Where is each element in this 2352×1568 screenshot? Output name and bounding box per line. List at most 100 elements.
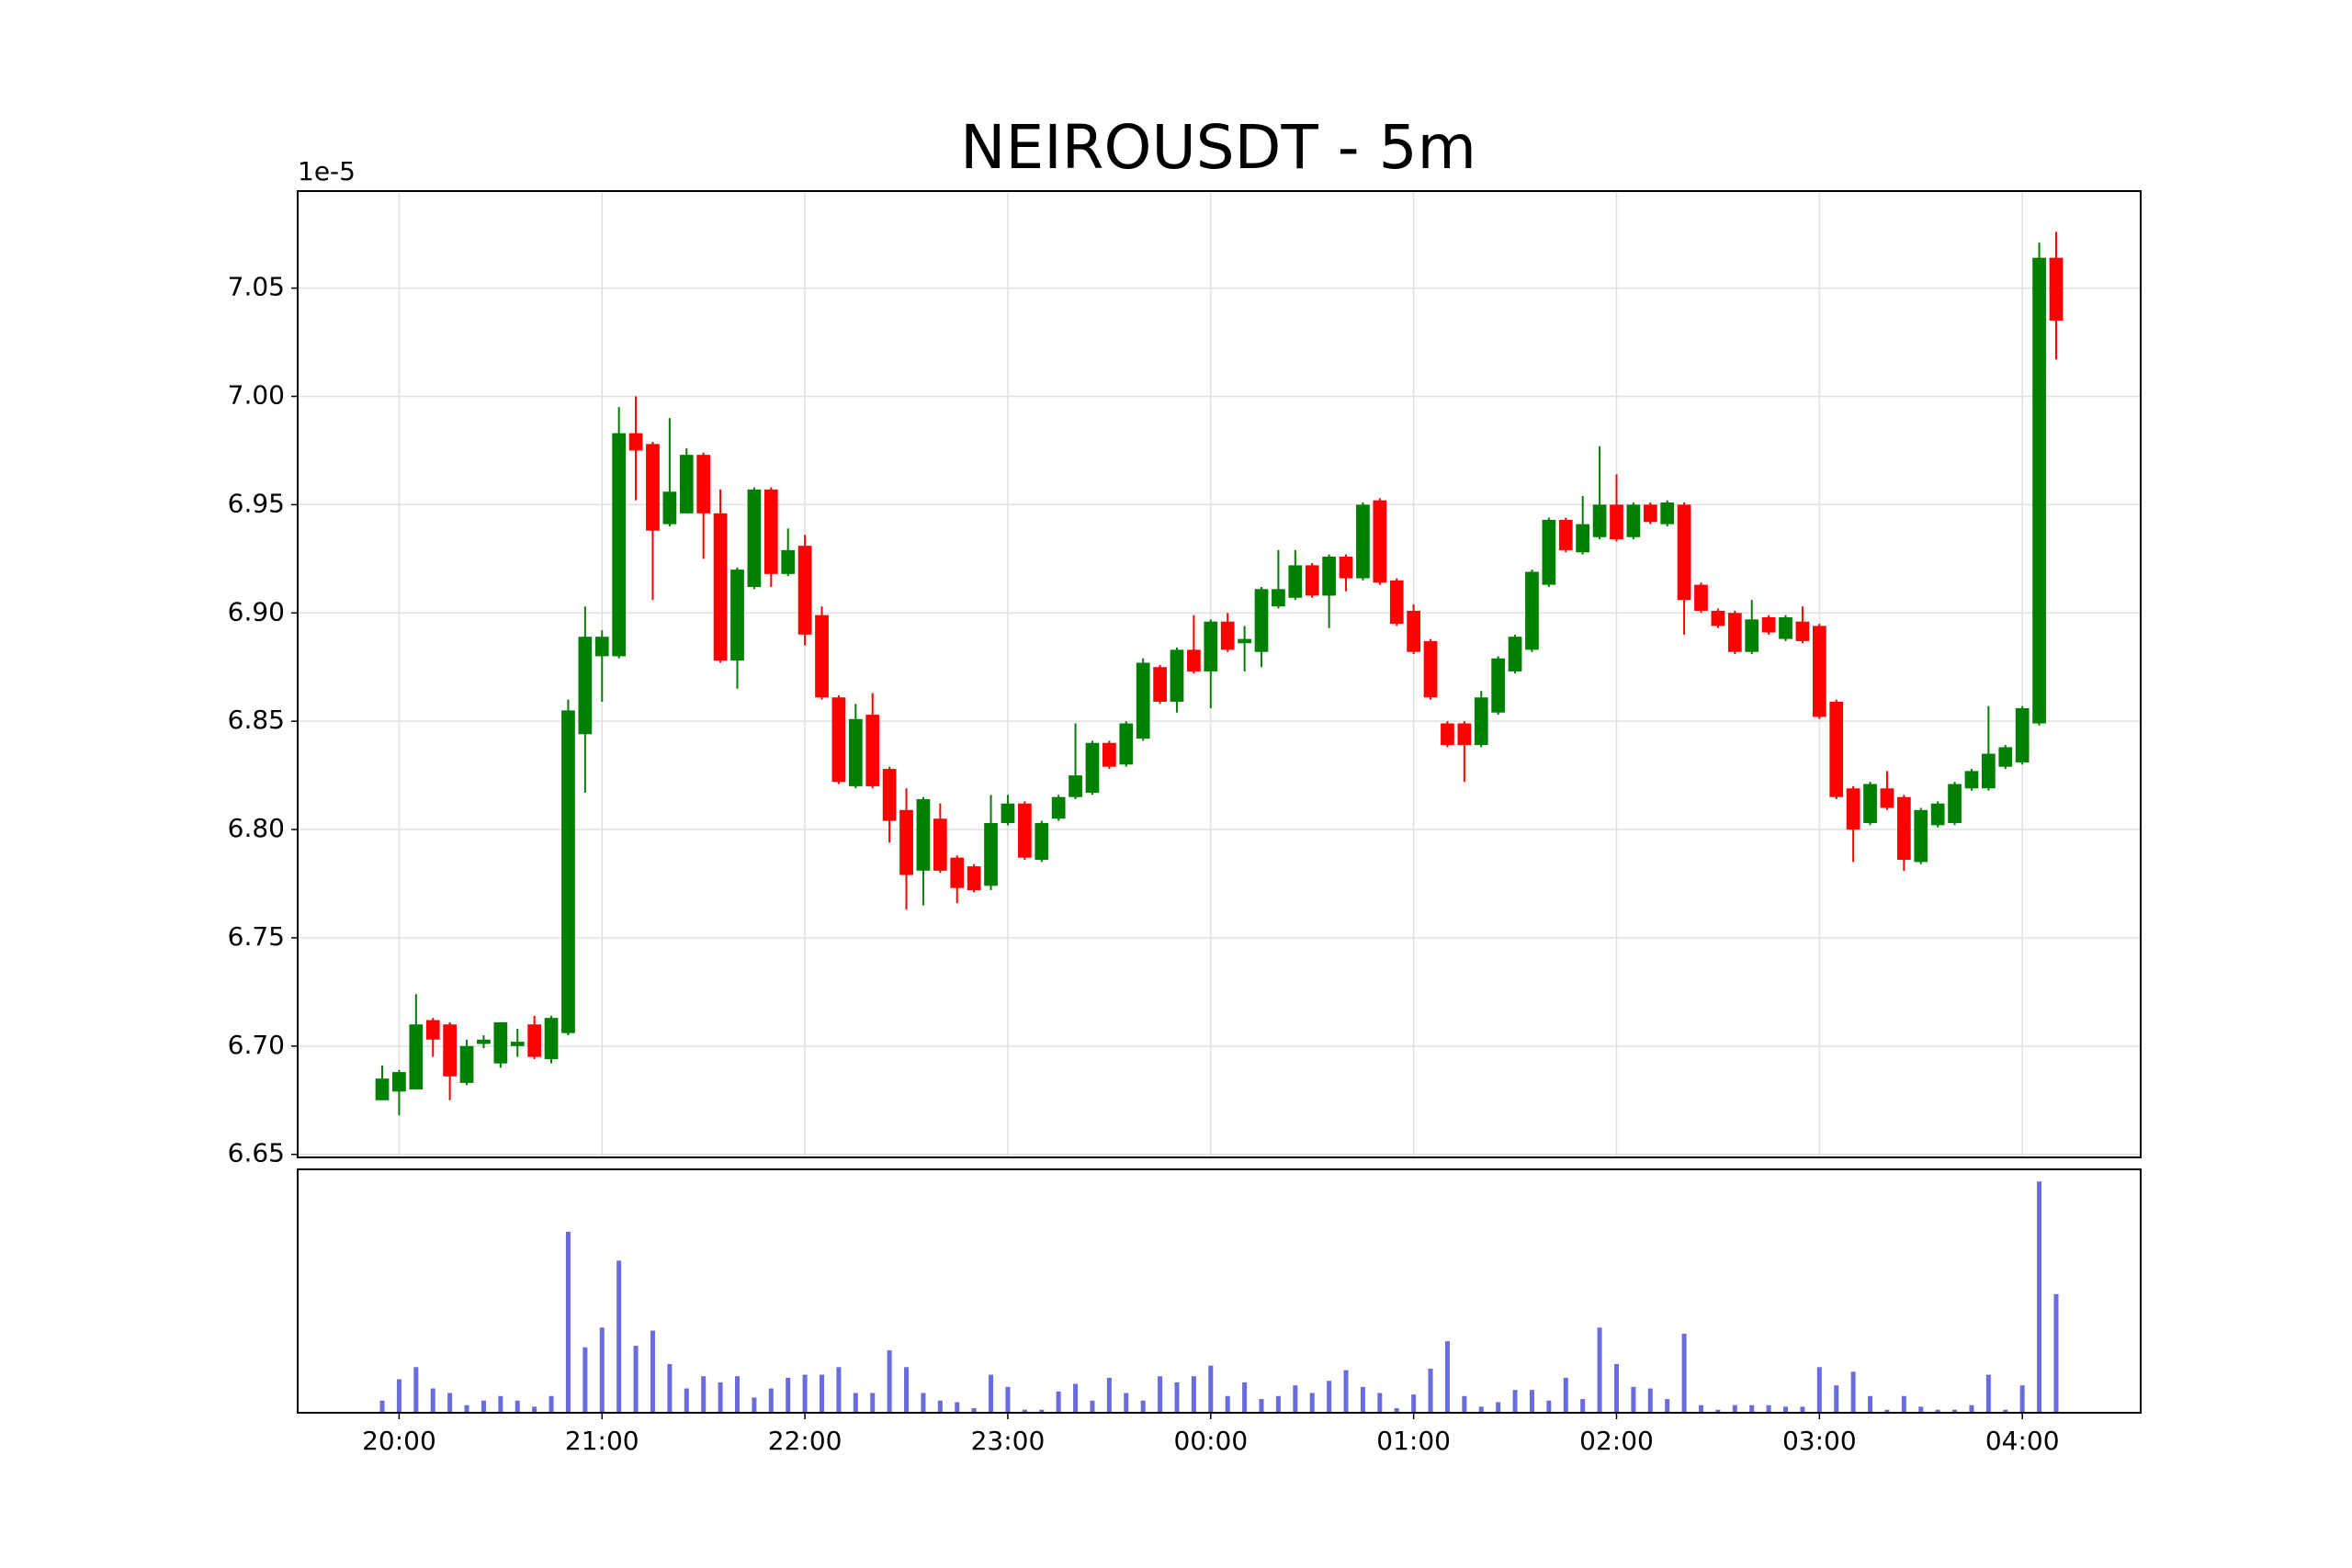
volume-bar: [1580, 1399, 1586, 1413]
candle-body: [1610, 504, 1623, 540]
volume-bar: [1665, 1399, 1670, 1413]
candle-body: [1288, 565, 1303, 598]
candle-body: [1779, 616, 1792, 639]
volume-bar: [1444, 1341, 1450, 1413]
candle-body: [1051, 796, 1066, 819]
volume-bar: [1360, 1386, 1365, 1413]
volume-bar: [1766, 1404, 1771, 1413]
volume-bar: [481, 1400, 486, 1413]
y-tick-label: 6.95: [228, 488, 285, 518]
y-tick-label: 7.00: [228, 380, 285, 411]
volume-bar: [1005, 1386, 1011, 1413]
candle-body: [578, 637, 593, 735]
candle-body: [1441, 723, 1454, 746]
volume-bar: [1394, 1408, 1399, 1413]
candle-body: [781, 549, 796, 574]
candle-body: [882, 769, 897, 821]
candle-body: [1525, 571, 1539, 650]
volume-bar: [684, 1388, 689, 1413]
volume-bar: [904, 1367, 910, 1413]
candle-body: [797, 546, 812, 635]
candle-body: [1829, 701, 1844, 797]
volume-bar: [786, 1377, 791, 1413]
candle-body: [1017, 803, 1032, 858]
volume-bar: [971, 1408, 977, 1413]
volume-bar: [1749, 1404, 1755, 1413]
volume-bar: [1952, 1409, 1958, 1413]
volume-bar: [582, 1347, 588, 1413]
y-tick-label: 6.75: [228, 921, 285, 952]
volume-bar: [1293, 1385, 1298, 1413]
candle-body: [984, 822, 998, 886]
volume-bar: [1850, 1371, 1856, 1413]
candle-body: [1660, 502, 1675, 525]
candle-body: [527, 1024, 542, 1057]
chart-title: NEIROUSDT - 5m: [960, 112, 1476, 183]
candle-body: [865, 715, 880, 786]
volume-bar: [989, 1374, 994, 1413]
volume-bar: [1800, 1406, 1805, 1413]
candle-body: [1085, 742, 1100, 793]
volume-bar: [768, 1388, 774, 1413]
y-tick-label: 6.80: [228, 813, 285, 843]
volume-bar: [836, 1367, 842, 1413]
volume-bar: [1327, 1381, 1332, 1413]
volume-bar: [1884, 1409, 1890, 1413]
y-tick-label: 6.90: [228, 596, 285, 626]
candle-body: [1069, 775, 1082, 797]
x-tick-label: 23:00: [971, 1426, 1046, 1456]
volume-bar: [937, 1400, 943, 1413]
candle-body: [899, 809, 913, 875]
volume-bar: [1411, 1394, 1417, 1413]
candle-body: [1880, 788, 1894, 808]
candle-body: [1964, 771, 1979, 789]
x-tick-label: 20:00: [362, 1426, 436, 1456]
y-tick-label: 6.70: [228, 1030, 285, 1060]
marks: [375, 231, 2064, 1413]
candle-body: [409, 1024, 424, 1089]
volume-bar: [1462, 1395, 1467, 1413]
volume-bar: [1478, 1406, 1484, 1413]
volume-bar: [633, 1346, 639, 1413]
volume-bar: [379, 1400, 385, 1413]
candle-body: [1356, 504, 1370, 579]
candle-body: [1457, 723, 1472, 746]
volume-bar: [1124, 1393, 1129, 1413]
candle-body: [612, 433, 627, 657]
volume-bar: [752, 1397, 757, 1413]
candle-body: [1187, 649, 1201, 671]
volume-bar: [667, 1364, 673, 1413]
candle-body: [561, 710, 575, 1033]
volume-bar: [1039, 1409, 1045, 1413]
candle-body: [1542, 519, 1556, 585]
candle-body: [1677, 504, 1691, 601]
candle-body: [1119, 723, 1134, 765]
volume-bar: [532, 1406, 537, 1413]
volume-bar: [853, 1393, 858, 1413]
candle-body: [1795, 621, 1810, 641]
x-tick-label: 00:00: [1173, 1426, 1248, 1456]
candle-body: [1558, 519, 1573, 550]
candle-body: [1914, 809, 1928, 863]
volume-bar: [1529, 1390, 1534, 1413]
candle-body: [1170, 649, 1184, 702]
candle-body: [1153, 667, 1167, 702]
volume-bar: [1868, 1395, 1873, 1413]
volume-bar: [1969, 1404, 1974, 1413]
candle-body: [679, 455, 694, 513]
volume-bar: [1140, 1400, 1146, 1413]
candle-body: [696, 455, 711, 513]
volume-bar: [1225, 1395, 1230, 1413]
candle-body: [1423, 640, 1438, 698]
volume-bar: [565, 1231, 571, 1413]
x-tick-label: 02:00: [1579, 1426, 1654, 1456]
candle-body: [1998, 747, 2013, 767]
candle-body: [950, 857, 965, 888]
volume-bar: [1343, 1370, 1349, 1413]
candle-body: [594, 637, 609, 657]
volume-bar: [1275, 1395, 1281, 1413]
